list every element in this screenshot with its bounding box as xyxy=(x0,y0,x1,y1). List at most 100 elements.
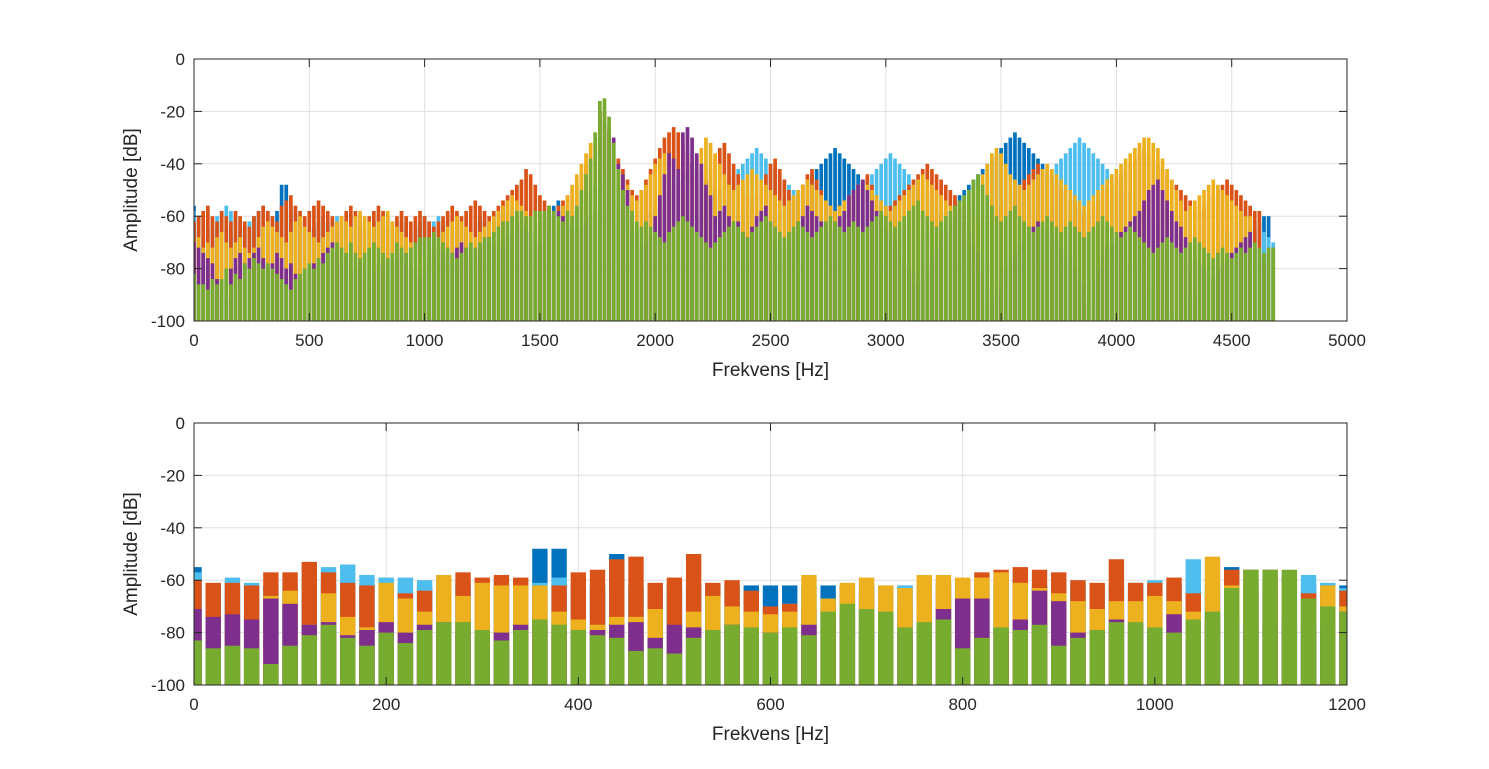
bar-green xyxy=(1147,627,1163,685)
bar-green xyxy=(252,258,256,321)
bar-green xyxy=(1234,252,1239,321)
bar-green xyxy=(524,216,528,321)
y-tick-label: -40 xyxy=(160,519,185,538)
bar-green xyxy=(1156,247,1160,321)
bar-green xyxy=(455,258,459,321)
bar-green xyxy=(935,619,952,685)
bar-green xyxy=(647,648,663,685)
bar-green xyxy=(994,216,999,321)
bar-green xyxy=(902,216,907,321)
bar-green xyxy=(588,158,593,321)
bar-green xyxy=(445,247,450,321)
bar-purple xyxy=(263,598,279,685)
bar-green xyxy=(339,247,344,321)
bar-green xyxy=(390,252,395,321)
bar-green xyxy=(474,629,490,685)
x-tick-label: 2500 xyxy=(752,331,790,350)
bar-green xyxy=(1225,252,1229,321)
bar-green xyxy=(1179,252,1183,321)
bar-green xyxy=(1045,216,1050,321)
bar-green xyxy=(628,650,644,685)
bar-green xyxy=(1339,611,1347,685)
bar-green xyxy=(916,200,920,321)
bar-green xyxy=(842,231,847,321)
top-ticks: 0 500 1000 1500 2000 2500 3000 3500 4000 4500 5000… xyxy=(151,50,1366,350)
bar-green xyxy=(1105,221,1110,321)
bar-green xyxy=(743,627,759,685)
bar-green xyxy=(289,289,293,321)
bar-green xyxy=(367,247,372,321)
bar-green xyxy=(962,195,967,321)
bar-green xyxy=(279,279,284,321)
bar-green xyxy=(762,632,779,685)
bar-green xyxy=(532,619,548,685)
bar-green xyxy=(1031,624,1048,685)
bar-green xyxy=(1192,237,1197,321)
bar-green xyxy=(860,231,865,321)
bar-green xyxy=(397,643,414,685)
y-tick-label: -40 xyxy=(160,155,185,174)
bar-green xyxy=(990,205,994,321)
bar-green xyxy=(464,247,468,321)
bar-green xyxy=(759,221,764,321)
bar-green xyxy=(270,268,275,321)
bar-green xyxy=(501,221,505,321)
bar-green xyxy=(948,210,953,321)
bar-green xyxy=(644,221,648,321)
x-tick-label: 1200 xyxy=(1328,695,1366,714)
bar-green xyxy=(574,205,579,321)
bar-green xyxy=(708,247,713,321)
bar-green xyxy=(974,637,990,685)
bar-green xyxy=(321,263,325,321)
bar-green xyxy=(717,237,722,321)
bar-green xyxy=(1211,258,1216,321)
bar-green xyxy=(1003,216,1008,321)
x-tick-label: 4500 xyxy=(1213,331,1251,350)
bar-green xyxy=(1266,247,1271,321)
bar-green xyxy=(828,216,833,321)
bar-green xyxy=(579,190,584,321)
bar-green xyxy=(621,190,625,321)
bar-green xyxy=(681,216,685,321)
bar-green xyxy=(348,242,353,321)
bar-green xyxy=(385,258,390,321)
bar-green xyxy=(1257,247,1262,321)
y-tick-label: 0 xyxy=(176,50,185,69)
bar-green xyxy=(565,210,570,321)
bar-green xyxy=(768,221,773,321)
bar-green xyxy=(985,195,990,321)
bar-green xyxy=(976,174,980,321)
bar-green xyxy=(404,252,408,321)
bar-green xyxy=(713,242,717,321)
bar-green xyxy=(1320,606,1336,685)
bar-green xyxy=(800,226,805,321)
bar-green xyxy=(750,231,754,321)
bar-green xyxy=(722,231,727,321)
bar-green xyxy=(505,221,510,321)
bottom-y-axis-label: Amplitude [dB] xyxy=(121,492,142,616)
top-y-axis-label: Amplitude [dB] xyxy=(121,128,142,252)
bar-green xyxy=(851,221,856,321)
y-tick-label: 0 xyxy=(176,414,185,433)
x-tick-label: 0 xyxy=(189,695,198,714)
bar-green xyxy=(441,242,445,321)
bar-green xyxy=(930,221,934,321)
bar-green xyxy=(1086,231,1091,321)
bar-green xyxy=(1300,598,1317,685)
y-tick-label: -60 xyxy=(160,571,185,590)
x-tick-label: 800 xyxy=(948,695,976,714)
bar-green xyxy=(796,221,801,321)
bar-green xyxy=(431,231,436,321)
bar-green xyxy=(1059,231,1063,321)
bar-green xyxy=(194,640,202,685)
bar-green xyxy=(261,268,266,321)
bar-green xyxy=(934,226,939,321)
x-tick-label: 600 xyxy=(756,695,784,714)
bar-green xyxy=(1183,247,1188,321)
bar-green xyxy=(1204,611,1221,685)
bar-green xyxy=(561,221,565,321)
bar-green xyxy=(897,221,902,321)
bar-green xyxy=(611,142,616,321)
bar-green xyxy=(1040,221,1045,321)
x-tick-label: 0 xyxy=(189,331,198,350)
